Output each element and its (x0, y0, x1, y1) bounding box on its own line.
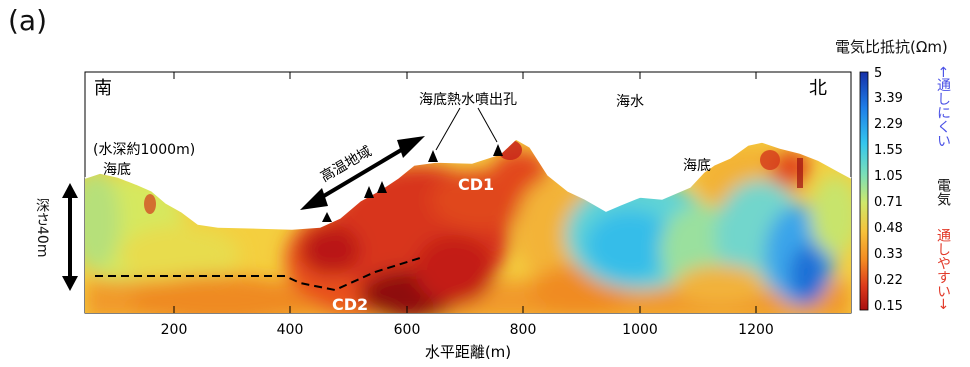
colorbar: 5 3.39 2.29 1.55 1.05 0.71 0.48 0.33 0.2… (859, 66, 903, 314)
colorbar-gradient (859, 71, 869, 311)
seafloor-label-left: 海底 (103, 162, 131, 178)
colorbar-tick: 0.33 (874, 247, 903, 262)
x-tick-label: 800 (510, 322, 537, 338)
colorbar-tick: 0.48 (874, 221, 903, 236)
colorbar-tick: 1.05 (874, 169, 903, 184)
colorbar-tick: 2.29 (874, 117, 903, 132)
vent-marker (322, 212, 332, 222)
colorbar-tick: 0.22 (874, 273, 903, 288)
vent-marker (428, 150, 438, 162)
colorbar-tick: 5 (874, 66, 882, 81)
vent-label: 海底熱水噴出孔 (419, 92, 517, 108)
water-depth-label: (水深約1000m) (93, 142, 195, 158)
figure-label: (a) (8, 4, 48, 37)
x-tick-label: 600 (394, 322, 421, 338)
vent-marker (364, 186, 374, 198)
high-temp-arrowhead-left (300, 188, 328, 210)
high-temp-arrowhead-right (397, 136, 425, 158)
depth-scale-label: 深さ40m (34, 198, 50, 258)
vent-marker (493, 144, 503, 156)
cd2-label: CD2 (332, 295, 368, 314)
label-south: 南 (94, 78, 112, 99)
resistivity-section (85, 139, 851, 313)
x-tick-label: 1200 (738, 322, 774, 338)
x-axis-title: 水平距離(m) (425, 343, 511, 361)
vent-marker (377, 181, 387, 193)
colorbar-label-electric: 電気 (935, 178, 951, 206)
x-tick-label: 1000 (622, 322, 658, 338)
x-tick-label: 200 (161, 322, 188, 338)
colorbar-tick: 1.55 (874, 143, 903, 158)
high-temp-arrow-shaft (310, 141, 415, 205)
boundary-dashed-line (95, 257, 421, 292)
vent-callout-line (435, 107, 461, 151)
depth-arrowhead-up (62, 183, 78, 198)
cd1-label: CD1 (458, 175, 494, 194)
x-tick-label: 400 (277, 322, 304, 338)
colorbar-tick: 3.39 (874, 91, 903, 106)
seawater-label: 海水 (616, 94, 644, 110)
seafloor-line (84, 138, 852, 230)
colorbar-label-hard: ←通しにくい (935, 66, 951, 148)
vent-callout-line (477, 107, 498, 143)
colorbar-title: 電気比抵抗(Ωm) (835, 38, 948, 56)
x-axis: 200 400 600 800 1000 1200 水平距離(m) (161, 72, 774, 361)
depth-arrowhead-down (62, 276, 78, 291)
colorbar-tick: 0.15 (874, 299, 903, 314)
seafloor-label-right: 海底 (683, 158, 711, 174)
colorbar-label-easy: 通しやすい→ (935, 228, 951, 310)
label-north: 北 (809, 78, 827, 99)
colorbar-tick: 0.71 (874, 195, 903, 210)
